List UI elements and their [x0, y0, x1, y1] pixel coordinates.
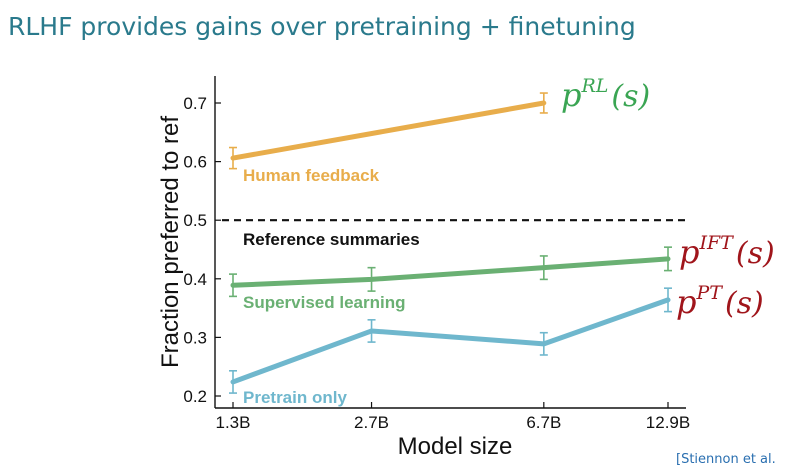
math-base: p	[676, 283, 696, 321]
reference-label: Reference summaries	[243, 230, 420, 249]
y-tick-label: 0.3	[183, 328, 207, 347]
citation: [Stiennon et al.	[676, 452, 776, 467]
x-tick-label: 2.7B	[354, 413, 389, 432]
y-tick-label: 0.2	[183, 387, 207, 406]
x-tick-label: 6.7B	[526, 413, 561, 432]
y-tick-label: 0.5	[183, 211, 207, 230]
reference-line-group: Reference summaries	[222, 219, 686, 249]
p-ift-label: pIFT (s)	[679, 232, 775, 271]
math-base: p	[679, 233, 699, 271]
math-base: p	[561, 76, 581, 114]
math-superscript: PT	[695, 282, 723, 304]
x-tick-label: 12.9B	[646, 413, 690, 432]
y-tick-label: 0.6	[183, 153, 207, 172]
math-superscript: RL	[580, 75, 608, 97]
y-tick-label: 0.7	[183, 94, 207, 113]
math-argument: (s)	[611, 79, 650, 114]
x-tick-label: 1.3B	[216, 413, 251, 432]
series-line	[230, 100, 547, 161]
y-axis-title: Fraction preferred to ref	[157, 116, 184, 368]
p-pt-label: pPT (s)	[676, 282, 764, 321]
slide-title: RLHF provides gains over pretraining + f…	[8, 12, 636, 41]
math-argument: (s)	[736, 236, 775, 271]
series-group: Human feedback Supervised learning Pretrai…	[229, 92, 672, 407]
series-line	[230, 297, 671, 385]
series-line	[230, 256, 671, 288]
math-argument: (s)	[725, 286, 764, 321]
y-tick-label: 0.4	[183, 270, 207, 289]
p-rl-label: pRL (s)	[561, 75, 650, 114]
label-group: pRL (s)pIFT (s)pPT (s)	[561, 75, 775, 321]
series-label: Pretrain only	[243, 388, 347, 407]
series-label: Human feedback	[243, 166, 380, 185]
series-label: Supervised learning	[243, 293, 406, 312]
chart-axes: 0.2 0.3 0.4 0.5 0.6 0.7 1.3B 2.7B 6.7B 12.9B Model…	[157, 76, 690, 460]
x-axis-title: Model size	[398, 433, 513, 460]
math-superscript: IFT	[698, 232, 734, 254]
